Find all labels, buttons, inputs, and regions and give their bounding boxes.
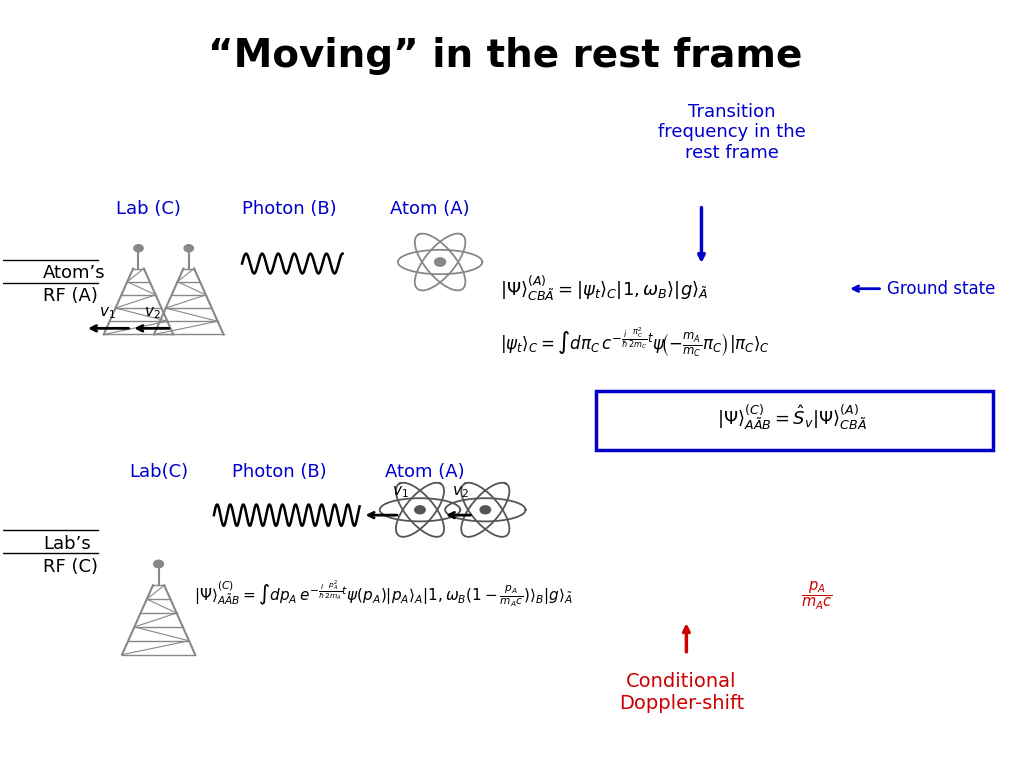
Text: $v_1$: $v_1$: [391, 484, 409, 500]
Circle shape: [154, 560, 164, 568]
Text: “Moving” in the rest frame: “Moving” in the rest frame: [208, 37, 803, 75]
Text: RF (C): RF (C): [43, 558, 98, 576]
Circle shape: [184, 245, 194, 252]
Text: $|\Psi\rangle^{(C)}_{A\tilde{A}B} = \hat{S}_v|\Psi\rangle^{(A)}_{CB\tilde{A}}$: $|\Psi\rangle^{(C)}_{A\tilde{A}B} = \hat…: [717, 403, 867, 433]
Text: $v_2$: $v_2$: [144, 306, 161, 322]
Text: Atom (A): Atom (A): [390, 200, 470, 217]
Text: Lab (C): Lab (C): [116, 200, 181, 217]
Circle shape: [134, 245, 143, 252]
Text: Atom’s: Atom’s: [43, 264, 105, 283]
Text: Atom (A): Atom (A): [385, 462, 465, 481]
Text: $v_1$: $v_1$: [99, 306, 116, 322]
Text: $\dfrac{p_A}{m_A c}$: $\dfrac{p_A}{m_A c}$: [801, 580, 833, 612]
Text: Transition
frequency in the
rest frame: Transition frequency in the rest frame: [657, 103, 806, 162]
Text: $|\Psi\rangle^{(A)}_{CB\tilde{A}} = |\psi_t\rangle_C|1,\omega_B\rangle|g\rangle_: $|\Psi\rangle^{(A)}_{CB\tilde{A}} = |\ps…: [501, 273, 709, 303]
Text: Conditional
Doppler-shift: Conditional Doppler-shift: [618, 672, 744, 713]
Circle shape: [415, 506, 425, 514]
Text: Photon (B): Photon (B): [242, 200, 337, 217]
Text: Lab’s: Lab’s: [43, 535, 91, 553]
FancyBboxPatch shape: [596, 391, 993, 450]
Text: Photon (B): Photon (B): [231, 462, 327, 481]
Text: $|\Psi\rangle^{(C)}_{A\tilde{A}B} = \int dp_A\, e^{-\frac{i}{\hbar}\frac{p_A^2}{: $|\Psi\rangle^{(C)}_{A\tilde{A}B} = \int…: [194, 578, 572, 609]
Text: Lab(C): Lab(C): [129, 462, 188, 481]
Text: $v_2$: $v_2$: [452, 484, 469, 500]
Text: $|\psi_t\rangle_C = \int d\pi_C\, c^{-\frac{i}{\hbar}\frac{\pi_C^2}{2m_C}t}\psi\: $|\psi_t\rangle_C = \int d\pi_C\, c^{-\f…: [501, 326, 770, 359]
Text: RF (A): RF (A): [43, 287, 98, 306]
Circle shape: [480, 506, 490, 514]
Circle shape: [434, 258, 445, 266]
Text: Ground state: Ground state: [888, 280, 995, 298]
